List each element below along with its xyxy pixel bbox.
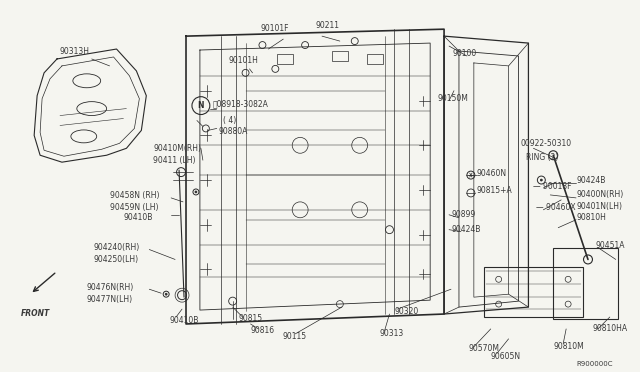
Text: 90816: 90816 xyxy=(250,326,275,336)
Text: 90410M(RH): 90410M(RH) xyxy=(153,144,201,153)
Text: 90401N(LH): 90401N(LH) xyxy=(576,202,622,211)
Text: ( 4): ( 4) xyxy=(223,116,236,125)
Text: 90424B: 90424B xyxy=(451,225,481,234)
Text: 90424B: 90424B xyxy=(576,176,605,185)
Text: 90101F: 90101F xyxy=(260,24,289,33)
Bar xyxy=(553,247,618,319)
Text: 90320: 90320 xyxy=(394,307,419,315)
Text: 90460N: 90460N xyxy=(477,169,507,177)
Text: 90899: 90899 xyxy=(451,210,476,219)
Text: 90313H: 90313H xyxy=(60,47,90,56)
Text: 90115: 90115 xyxy=(282,332,307,341)
Text: 90459N (LH): 90459N (LH) xyxy=(109,203,158,212)
Text: 90458N (RH): 90458N (RH) xyxy=(109,192,159,201)
Text: — 90018F: — 90018F xyxy=(533,182,572,190)
Bar xyxy=(484,267,583,317)
Text: 90410B: 90410B xyxy=(124,213,153,222)
Text: 08918-3082A: 08918-3082A xyxy=(213,99,269,108)
Text: 90211: 90211 xyxy=(315,21,339,30)
Text: N: N xyxy=(198,101,204,110)
Text: 90411 (LH): 90411 (LH) xyxy=(153,156,196,165)
Text: 90451A: 90451A xyxy=(596,241,625,250)
Text: 90810H: 90810H xyxy=(576,213,606,222)
Text: 904250(LH): 904250(LH) xyxy=(93,255,139,264)
Text: — 90460X: — 90460X xyxy=(536,203,576,212)
Text: 90150M: 90150M xyxy=(437,94,468,103)
Text: 90880A: 90880A xyxy=(219,127,248,136)
Text: 90477N(LH): 90477N(LH) xyxy=(87,295,133,304)
Text: 90101H: 90101H xyxy=(228,56,259,65)
Text: 90410B: 90410B xyxy=(169,317,198,326)
Text: 90313: 90313 xyxy=(380,329,404,339)
Text: FRONT: FRONT xyxy=(20,309,50,318)
Text: 00922-50310: 00922-50310 xyxy=(520,139,572,148)
Text: RING (2): RING (2) xyxy=(527,153,559,162)
Text: 90815+A: 90815+A xyxy=(477,186,513,195)
Text: 90476N(RH): 90476N(RH) xyxy=(87,283,134,292)
Circle shape xyxy=(165,293,167,295)
Circle shape xyxy=(540,179,542,181)
Text: 90810M: 90810M xyxy=(553,342,584,351)
Text: 90400N(RH): 90400N(RH) xyxy=(576,190,623,199)
Text: 90100: 90100 xyxy=(452,48,476,58)
Text: 90810HA: 90810HA xyxy=(593,324,628,333)
Text: R900000C: R900000C xyxy=(576,361,612,367)
Text: 904240(RH): 904240(RH) xyxy=(93,243,140,252)
Text: 90815: 90815 xyxy=(239,314,263,324)
Text: 90570M: 90570M xyxy=(469,344,500,353)
Circle shape xyxy=(195,191,197,193)
Text: 90605N: 90605N xyxy=(491,352,521,361)
